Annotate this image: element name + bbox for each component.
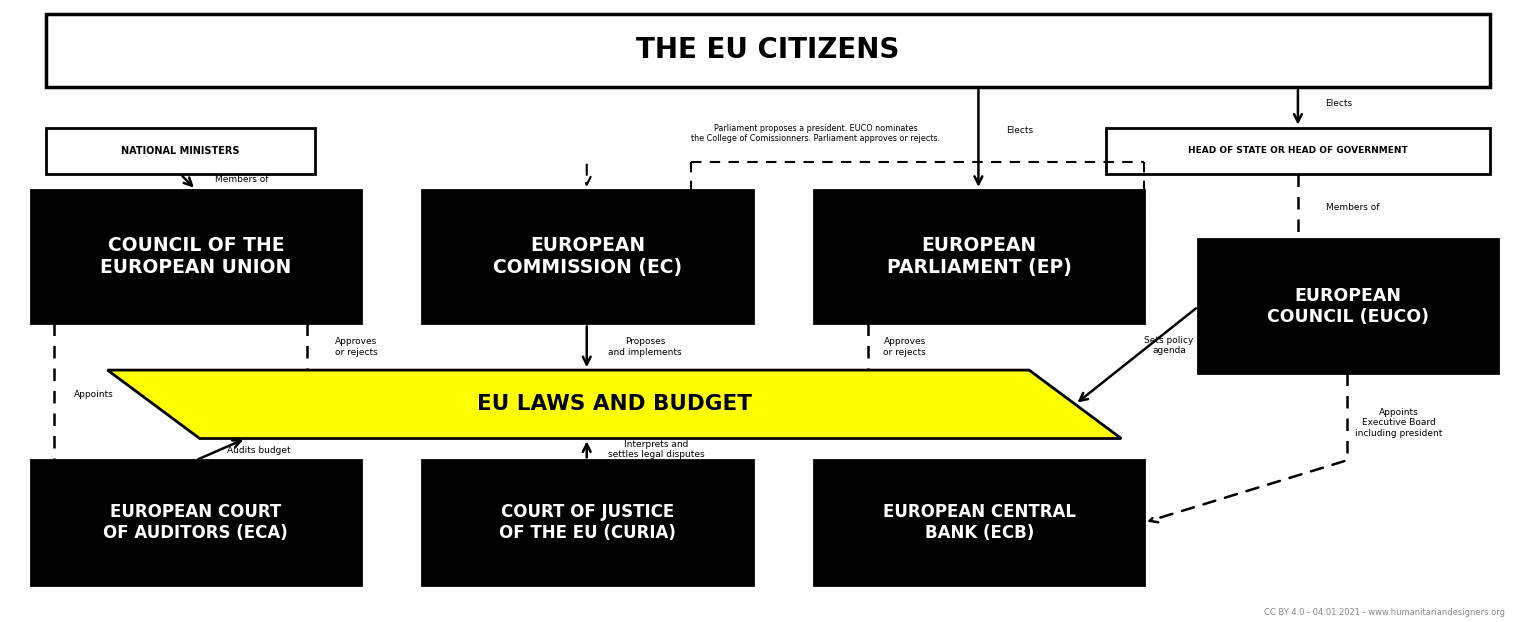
Bar bbox=[46, 14, 1490, 87]
Text: CC BY 4.0 - 04.01.2021 - www.humanitariandesigners.org: CC BY 4.0 - 04.01.2021 - www.humanitaria… bbox=[1264, 608, 1505, 617]
Text: EUROPEAN CENTRAL
BANK (ECB): EUROPEAN CENTRAL BANK (ECB) bbox=[883, 503, 1075, 542]
Text: Proposes
and implements: Proposes and implements bbox=[608, 337, 682, 357]
Text: Parliament proposes a president. EUCO nominates
the College of Comissionners. Pa: Parliament proposes a president. EUCO no… bbox=[691, 124, 940, 143]
Polygon shape bbox=[108, 370, 1121, 439]
Text: THE EU CITIZENS: THE EU CITIZENS bbox=[636, 36, 900, 65]
Text: Elects: Elects bbox=[1006, 126, 1034, 135]
Bar bbox=[422, 460, 753, 585]
Text: Members of: Members of bbox=[1326, 203, 1379, 211]
Text: Sets policy
agenda: Sets policy agenda bbox=[1144, 335, 1193, 355]
Text: COURT OF JUSTICE
OF THE EU (CURIA): COURT OF JUSTICE OF THE EU (CURIA) bbox=[499, 503, 676, 542]
Bar bbox=[814, 190, 1144, 323]
Text: Approves
or rejects: Approves or rejects bbox=[883, 337, 926, 357]
Bar bbox=[422, 190, 753, 323]
Bar bbox=[31, 460, 361, 585]
Text: Members of: Members of bbox=[215, 175, 269, 183]
Text: NATIONAL MINISTERS: NATIONAL MINISTERS bbox=[121, 146, 240, 156]
Text: Appoints: Appoints bbox=[74, 391, 114, 399]
Text: EUROPEAN
COMMISSION (EC): EUROPEAN COMMISSION (EC) bbox=[493, 236, 682, 277]
Text: Interprets and
settles legal disputes: Interprets and settles legal disputes bbox=[608, 440, 705, 460]
Text: EUROPEAN COURT
OF AUDITORS (ECA): EUROPEAN COURT OF AUDITORS (ECA) bbox=[103, 503, 289, 542]
Text: Audits budget: Audits budget bbox=[227, 447, 290, 455]
Bar bbox=[31, 190, 361, 323]
Bar bbox=[1106, 128, 1490, 174]
Text: HEAD OF STATE OR HEAD OF GOVERNMENT: HEAD OF STATE OR HEAD OF GOVERNMENT bbox=[1187, 146, 1409, 156]
Text: Appoints
Executive Board
including president: Appoints Executive Board including presi… bbox=[1355, 408, 1442, 438]
Text: Approves
or rejects: Approves or rejects bbox=[335, 337, 378, 357]
Text: EU LAWS AND BUDGET: EU LAWS AND BUDGET bbox=[476, 394, 753, 414]
Text: Elects: Elects bbox=[1326, 100, 1353, 108]
Text: COUNCIL OF THE
EUROPEAN UNION: COUNCIL OF THE EUROPEAN UNION bbox=[100, 236, 292, 277]
Text: EUROPEAN
COUNCIL (EUCO): EUROPEAN COUNCIL (EUCO) bbox=[1267, 287, 1428, 326]
Text: EUROPEAN
PARLIAMENT (EP): EUROPEAN PARLIAMENT (EP) bbox=[886, 236, 1072, 277]
Bar bbox=[46, 128, 315, 174]
Bar bbox=[1198, 239, 1498, 373]
Bar bbox=[814, 460, 1144, 585]
